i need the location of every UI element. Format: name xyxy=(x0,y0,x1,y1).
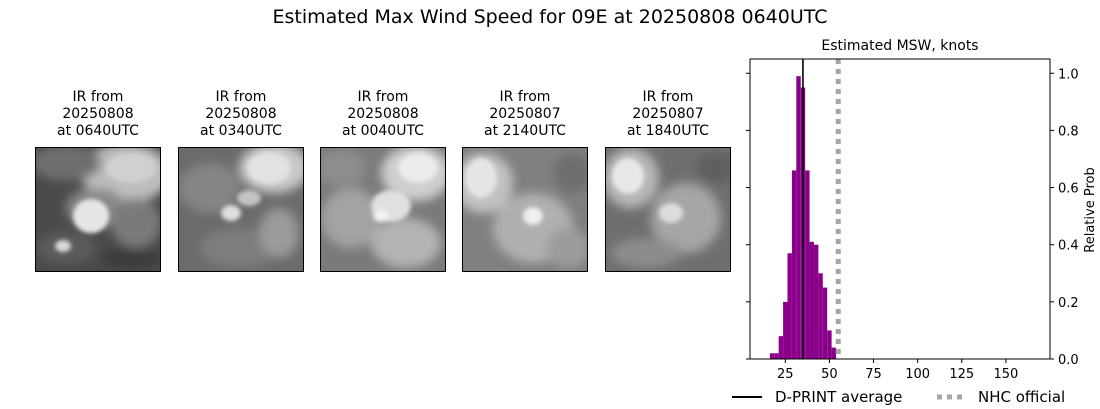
x-tick-label: 125 xyxy=(949,367,974,382)
histogram-bar-2 xyxy=(778,336,784,359)
histogram-bar-6 xyxy=(796,76,801,360)
ir-panel-caption: IR from 20250807 at 2140UTC xyxy=(462,89,588,140)
y-tick-label: 0.8 xyxy=(1058,124,1079,139)
histogram-bar-10 xyxy=(813,244,819,359)
reference-lines xyxy=(802,59,841,359)
x-tick-label: 150 xyxy=(993,367,1018,382)
ir-satellite-image xyxy=(462,147,588,272)
histogram-bar-4 xyxy=(787,253,792,359)
histogram-bar-9 xyxy=(809,241,814,359)
ir-panel-caption-time: at 0340UTC xyxy=(200,123,282,139)
chart-title: Estimated MSW, knots xyxy=(821,38,978,54)
histogram-bar-8 xyxy=(805,170,810,359)
ir-panel-5: IR from 20250807 at 1840UTC xyxy=(605,89,731,272)
histogram-bar-1 xyxy=(774,353,779,359)
legend: D-PRINT average NHC official xyxy=(732,388,1065,406)
ir-panel-caption: IR from 20250808 at 0340UTC xyxy=(178,89,304,140)
ir-panel-caption-time: at 0040UTC xyxy=(342,123,424,139)
ir-panel-caption: IR from 20250808 at 0040UTC xyxy=(320,89,446,140)
plot-frame xyxy=(749,58,1051,360)
ir-panel-caption-date: 20250808 xyxy=(205,106,277,122)
legend-nhc-label: NHC official xyxy=(978,388,1065,406)
x-tick-label: 100 xyxy=(905,367,930,382)
ir-panel-caption-line1: IR from xyxy=(215,89,267,105)
y-tick-label: 0.6 xyxy=(1058,182,1079,197)
x-tick-label: 25 xyxy=(777,367,794,382)
histogram-bar-5 xyxy=(791,170,797,359)
y-tick-label: 0.0 xyxy=(1058,353,1079,368)
ir-panel-caption-time: at 1840UTC xyxy=(627,123,709,139)
ir-panel-caption-time: at 0640UTC xyxy=(57,123,139,139)
ir-panel-caption-date: 20250808 xyxy=(62,106,134,122)
ir-panel-caption-line1: IR from xyxy=(357,89,409,105)
ir-panel-caption-line1: IR from xyxy=(642,89,694,105)
x-tick-label: 50 xyxy=(821,367,838,382)
ir-panel-1: IR from 20250808 at 0640UTC xyxy=(35,89,161,272)
histogram-bar-13 xyxy=(827,330,832,359)
ir-panel-caption-date: 20250807 xyxy=(632,106,704,122)
histogram-bar-14 xyxy=(831,347,837,359)
ir-panel-caption-time: at 2140UTC xyxy=(484,123,566,139)
y-tick-label: 0.4 xyxy=(1058,239,1079,254)
ir-satellite-image xyxy=(605,147,731,272)
ir-panel-caption: IR from 20250807 at 1840UTC xyxy=(605,89,731,140)
histogram-bar-3 xyxy=(783,301,788,359)
ir-panel-caption-line1: IR from xyxy=(72,89,124,105)
x-axis: 25 50 75 100 125 150 xyxy=(777,359,1018,382)
x-tick-label: 75 xyxy=(865,367,882,382)
ir-panel-caption: IR from 20250808 at 0640UTC xyxy=(35,89,161,140)
ir-panel-caption-date: 20250808 xyxy=(347,106,419,122)
y-tick-label: 0.2 xyxy=(1058,296,1079,311)
ir-panel-3: IR from 20250808 at 0040UTC xyxy=(320,89,446,272)
ir-satellite-image xyxy=(35,147,161,272)
ir-panel-caption-line1: IR from xyxy=(499,89,551,105)
ir-panel-caption-date: 20250807 xyxy=(489,106,561,122)
legend-dprint-label: D-PRINT average xyxy=(775,388,902,406)
ir-panel-2: IR from 20250808 at 0340UTC xyxy=(178,89,304,272)
y-axis-label: Relative Prob xyxy=(1083,167,1098,252)
histogram-bar-12 xyxy=(822,287,828,359)
ir-satellite-image xyxy=(178,147,304,272)
y-tick-label: 1.0 xyxy=(1058,67,1079,82)
ir-panel-4: IR from 20250807 at 2140UTC xyxy=(462,89,588,272)
histogram-bar-11 xyxy=(818,273,823,359)
histogram-bar-0 xyxy=(769,353,775,359)
y-axis-right: 0.0 0.2 0.4 0.6 0.8 1.0 xyxy=(746,67,1079,368)
ir-satellite-image xyxy=(320,147,446,272)
figure-title: Estimated Max Wind Speed for 09E at 2025… xyxy=(272,6,828,28)
